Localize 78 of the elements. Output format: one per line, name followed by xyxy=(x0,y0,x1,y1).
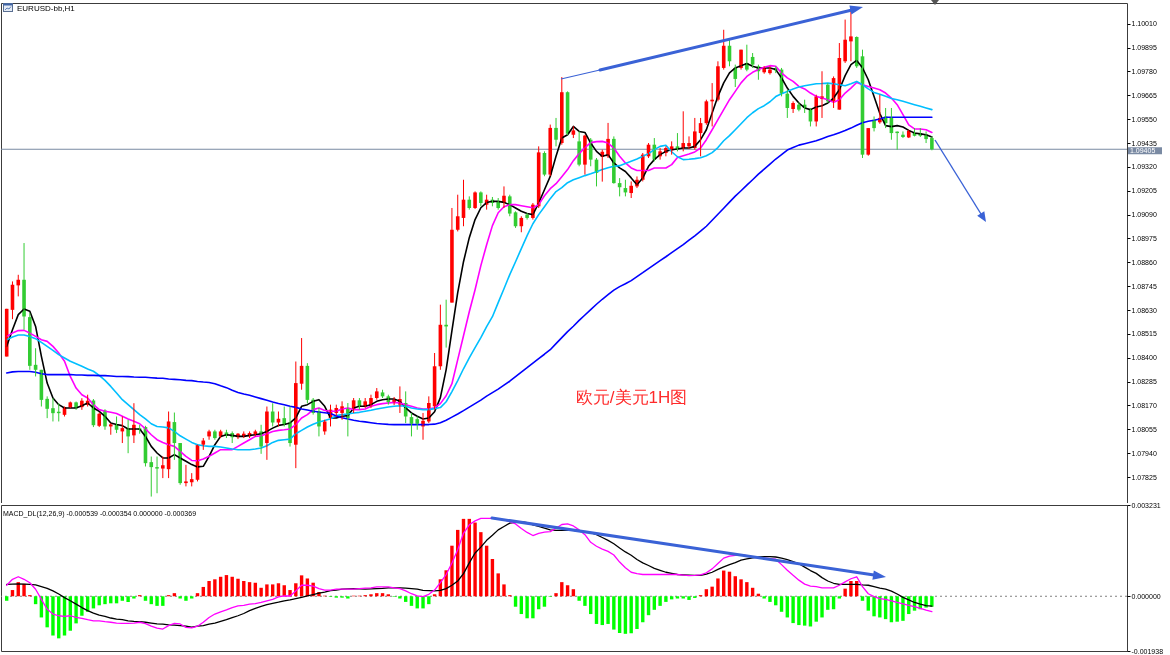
bar xyxy=(409,596,414,606)
bar xyxy=(554,593,558,597)
bar xyxy=(895,596,899,622)
bar xyxy=(184,596,188,601)
bar xyxy=(629,596,633,634)
bar xyxy=(259,587,263,597)
bar xyxy=(664,596,668,602)
bar xyxy=(126,596,130,602)
chart-title: EURUSD-bb,H1 xyxy=(17,4,76,13)
bar xyxy=(878,596,882,618)
bar xyxy=(652,596,657,610)
bar xyxy=(190,596,194,599)
bar xyxy=(860,596,865,601)
bar xyxy=(791,596,795,624)
bar xyxy=(178,596,182,599)
bar xyxy=(837,596,842,599)
bar xyxy=(768,596,772,602)
bar xyxy=(797,596,801,626)
annotation: 欧元/美元1H图 xyxy=(575,388,688,407)
bar xyxy=(924,596,928,608)
bar xyxy=(814,596,818,622)
bar xyxy=(762,596,766,599)
bar xyxy=(398,596,402,599)
bar xyxy=(132,596,136,599)
bar xyxy=(473,522,477,597)
bar xyxy=(502,584,506,597)
bar xyxy=(427,596,431,605)
line-series xyxy=(5,116,933,426)
bar xyxy=(120,596,125,601)
bar xyxy=(930,596,934,607)
bar xyxy=(103,596,107,605)
bar xyxy=(525,596,529,619)
bar xyxy=(531,596,535,619)
bar xyxy=(155,596,159,606)
bar xyxy=(161,596,165,606)
bar xyxy=(849,581,853,597)
bar xyxy=(236,578,240,597)
bar xyxy=(542,596,547,607)
bar xyxy=(739,579,743,597)
bar xyxy=(779,596,784,612)
bar xyxy=(716,578,720,597)
bar xyxy=(270,584,275,597)
bar xyxy=(577,596,581,601)
bar xyxy=(745,582,749,597)
bar xyxy=(207,581,211,597)
bar xyxy=(479,532,483,597)
bar xyxy=(22,583,26,597)
bar xyxy=(675,596,680,599)
bar xyxy=(820,596,824,618)
bar xyxy=(45,596,49,628)
bar xyxy=(213,579,217,597)
bar xyxy=(866,596,870,611)
bar xyxy=(4,596,9,601)
bar xyxy=(802,596,807,626)
bar xyxy=(513,596,518,607)
bar xyxy=(606,596,610,624)
bar xyxy=(560,582,564,597)
bar xyxy=(265,584,269,597)
bar xyxy=(612,596,616,630)
bar xyxy=(710,586,714,597)
bar xyxy=(80,596,84,616)
candlestick xyxy=(415,415,420,431)
bar xyxy=(635,596,639,630)
bar xyxy=(872,596,876,617)
bar xyxy=(843,588,847,597)
bar xyxy=(687,596,691,600)
bar xyxy=(421,596,425,609)
bar xyxy=(496,573,500,597)
bar xyxy=(681,596,685,599)
bar xyxy=(658,596,662,606)
bar xyxy=(51,596,55,636)
bar xyxy=(826,596,830,610)
bar xyxy=(450,545,454,597)
candlestick xyxy=(161,456,165,479)
bar xyxy=(403,596,408,602)
bar xyxy=(583,596,587,606)
bar xyxy=(143,596,148,601)
bar xyxy=(346,596,350,599)
